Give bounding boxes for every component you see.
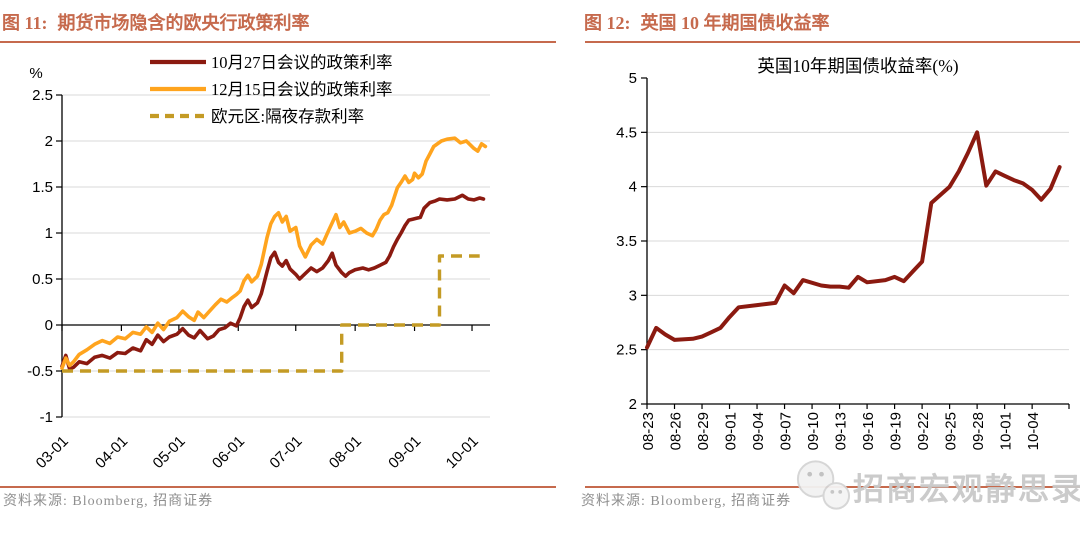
x-tick-label: 05-01 [150, 433, 189, 472]
x-tick-label: 08-26 [668, 412, 685, 450]
chart-title: 英国10年期国债收益率(%) [757, 56, 958, 76]
figure-12-title: 图 12: 英国 10 年期国债收益率 [584, 9, 830, 35]
x-tick-label: 09-01 [385, 433, 424, 472]
y-tick-label: 3 [629, 287, 637, 304]
y-tick-label: 4.5 [616, 124, 637, 141]
x-tick-label: 09-10 [805, 412, 822, 450]
x-tick-label: 09-01 [723, 412, 740, 450]
watermark-text: 招商宏观静思录 [853, 471, 1080, 507]
x-tick-label: 06-01 [209, 433, 248, 472]
wechat-eye [819, 471, 824, 477]
x-tick-label: 09-04 [750, 412, 767, 450]
wechat-bubble-large [796, 460, 835, 498]
y-tick-label: 2.5 [616, 342, 637, 359]
wechat-eye [838, 490, 843, 494]
series-uk-10y-yield-line [645, 130, 1062, 350]
y-tick-label: 0.5 [32, 271, 53, 288]
y-tick-label: 0 [45, 317, 53, 334]
y-tick-label: -1 [40, 409, 53, 426]
x-tick-label: 09-19 [888, 412, 905, 450]
y-tick-label: 2.5 [32, 87, 53, 104]
figure-11-title: 图 11: 期货市场隐含的欧央行政策利率 [2, 9, 310, 35]
figure-12-title-text: 英国 10 年期国债收益率 [640, 13, 830, 33]
x-tick-label: 09-07 [778, 412, 795, 450]
source-note-left: 资料来源: Bloomberg, 招商证券 [3, 494, 214, 509]
x-tick-label: 10-01 [443, 433, 482, 472]
x-tick-label: 08-23 [640, 412, 657, 450]
wechat-eye [830, 490, 835, 494]
figure-11-title-text: 期货市场隐含的欧央行政策利率 [57, 13, 310, 33]
y-axis-unit-label: % [29, 65, 42, 82]
wechat-bubble-small [822, 482, 851, 510]
series-dec15-meeting-line [60, 136, 488, 371]
x-tick-label: 07-01 [266, 433, 305, 472]
x-tick-label: 03-01 [33, 433, 72, 472]
footer-rule-left [0, 486, 556, 488]
x-tick-label: 08-29 [695, 412, 712, 450]
y-tick-label: 1.5 [32, 179, 53, 196]
x-tick-label: 09-13 [833, 412, 850, 450]
y-tick-label: 4 [629, 179, 637, 196]
y-tick-label: 2 [629, 396, 637, 413]
x-tick-label: 08-01 [326, 433, 365, 472]
title-rule-right [585, 41, 1080, 43]
x-tick-label: 10-01 [998, 412, 1015, 450]
x-tick-label: 09-22 [915, 412, 932, 450]
source-note-right: 资料来源: Bloomberg, 招商证券 [581, 494, 792, 509]
legend-label: 12月15日会议的政策利率 [211, 80, 393, 99]
series-oct27-meeting-line [60, 193, 486, 372]
watermark: 招商宏观静思录 [792, 451, 1080, 521]
ecb-implied-policy-rate-chart: 2.5 2 1.5 1 0.5 0 -0.5 -1 03-01 04-01 05-01 06-01 07… [27, 53, 490, 472]
x-tick-label: 09-25 [943, 412, 960, 450]
y-tick-label: 1 [45, 225, 53, 242]
wechat-logo-icon [796, 460, 851, 510]
y-tick-label: 5 [629, 70, 637, 87]
x-tick-label: 04-01 [92, 433, 131, 472]
title-rule-left [0, 41, 556, 43]
figure-11-label: 图 11: [2, 13, 48, 33]
legend-label: 10月27日会议的政策利率 [211, 53, 393, 72]
x-tick-label: 10-04 [1025, 412, 1042, 450]
x-tick-label: 09-28 [970, 412, 987, 450]
x-tick-label: 09-16 [860, 412, 877, 450]
wechat-eye [807, 471, 813, 477]
y-tick-label: 3.5 [616, 233, 637, 250]
figure-12-label: 图 12: [584, 13, 631, 33]
y-tick-label: 2 [45, 133, 53, 150]
y-tick-label: -0.5 [27, 363, 53, 380]
legend-label: 欧元区:隔夜存款利率 [211, 107, 364, 126]
uk-gilt-yield-chart: 5 4.5 4 3.5 3 2.5 208-23 08-26 08-29 09-01 09-04 09… [616, 56, 1070, 450]
